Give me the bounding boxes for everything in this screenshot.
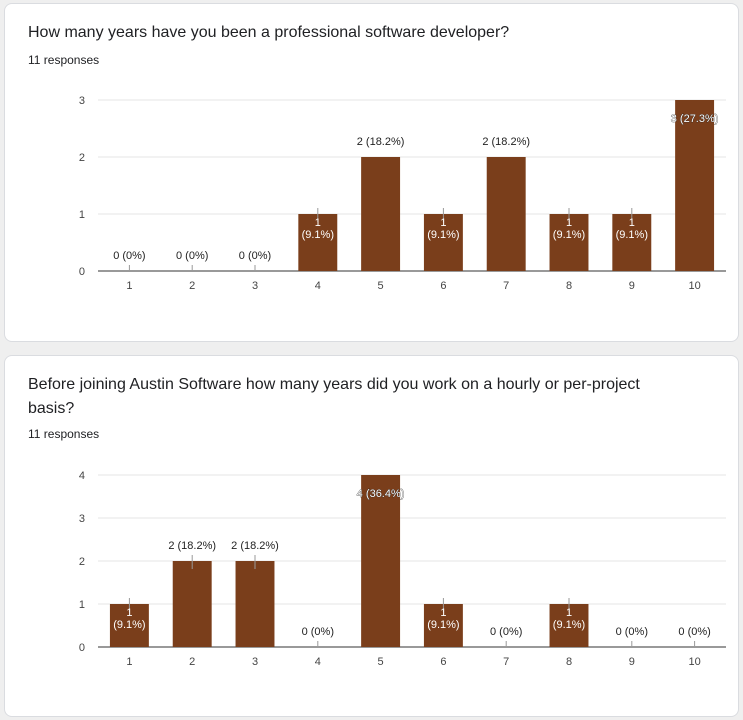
data-label: 3 (27.3%) (671, 113, 719, 125)
data-label: 2 (18.2%) (168, 540, 216, 552)
data-label-count: 1 (440, 217, 446, 229)
x-tick-label: 9 (629, 656, 635, 668)
response-count: 11 responses (28, 53, 100, 67)
bar[interactable] (172, 561, 212, 647)
data-label: 0 (0%) (113, 250, 145, 262)
bar[interactable] (612, 214, 652, 271)
data-label-count: 1 (566, 217, 572, 229)
question-card-1: How many years have you been a professio… (4, 3, 739, 342)
x-tick-label: 6 (440, 656, 446, 668)
data-label-percent: (9.1%) (553, 229, 585, 241)
bar[interactable] (423, 214, 463, 271)
bar[interactable] (549, 214, 589, 271)
y-tick-label: 1 (79, 599, 85, 611)
y-tick-label: 3 (79, 95, 85, 107)
data-label: 0 (0%) (490, 626, 522, 638)
data-label-percent: (9.1%) (553, 619, 585, 631)
x-tick-label: 1 (126, 280, 132, 292)
data-label: 0 (0%) (616, 626, 648, 638)
x-tick-label: 3 (252, 656, 258, 668)
x-tick-label: 10 (688, 656, 700, 668)
y-tick-label: 0 (79, 642, 85, 654)
y-tick-label: 0 (79, 266, 85, 278)
data-label-count: 1 (126, 607, 132, 619)
bar[interactable] (361, 157, 401, 271)
y-tick-label: 1 (79, 209, 85, 221)
y-tick-label: 2 (79, 152, 85, 164)
data-label: 2 (18.2%) (357, 136, 405, 148)
y-tick-label: 4 (79, 470, 85, 482)
x-tick-label: 4 (315, 280, 321, 292)
x-tick-label: 10 (688, 280, 700, 292)
data-label: 4 (36.4%) (357, 488, 405, 500)
bar[interactable] (298, 214, 338, 271)
data-label: 0 (0%) (302, 626, 334, 638)
x-tick-label: 8 (566, 280, 572, 292)
x-tick-label: 6 (440, 280, 446, 292)
data-label-percent: (9.1%) (427, 619, 459, 631)
question-title: Before joining Austin Software how many … (28, 376, 640, 417)
data-label-percent: (9.1%) (616, 229, 648, 241)
data-label-percent: (9.1%) (302, 229, 334, 241)
data-label-percent: (9.1%) (427, 229, 459, 241)
x-tick-label: 5 (378, 280, 384, 292)
x-tick-label: 9 (629, 280, 635, 292)
data-label-count: 1 (566, 607, 572, 619)
bar[interactable] (675, 100, 715, 271)
data-label: 0 (0%) (678, 626, 710, 638)
x-tick-label: 8 (566, 656, 572, 668)
y-tick-label: 3 (79, 513, 85, 525)
data-label: 2 (18.2%) (231, 540, 279, 552)
response-count: 11 responses (28, 427, 100, 441)
data-label-count: 1 (629, 217, 635, 229)
x-tick-label: 2 (189, 656, 195, 668)
x-tick-label: 5 (378, 656, 384, 668)
x-tick-label: 1 (126, 656, 132, 668)
x-tick-label: 4 (315, 656, 321, 668)
bar[interactable] (361, 475, 401, 647)
x-tick-label: 7 (503, 280, 509, 292)
data-label-count: 1 (315, 217, 321, 229)
data-label-count: 1 (440, 607, 446, 619)
bar[interactable] (235, 561, 275, 647)
data-label-percent: (9.1%) (113, 619, 145, 631)
y-tick-label: 2 (79, 556, 85, 568)
data-label: 2 (18.2%) (482, 136, 530, 148)
x-tick-label: 7 (503, 656, 509, 668)
x-tick-label: 2 (189, 280, 195, 292)
bar[interactable] (486, 157, 526, 271)
data-label: 0 (0%) (239, 250, 271, 262)
x-tick-label: 3 (252, 280, 258, 292)
data-label: 0 (0%) (176, 250, 208, 262)
question-card-2: Before joining Austin Software how many … (4, 355, 739, 717)
question-title: How many years have you been a professio… (28, 24, 510, 41)
